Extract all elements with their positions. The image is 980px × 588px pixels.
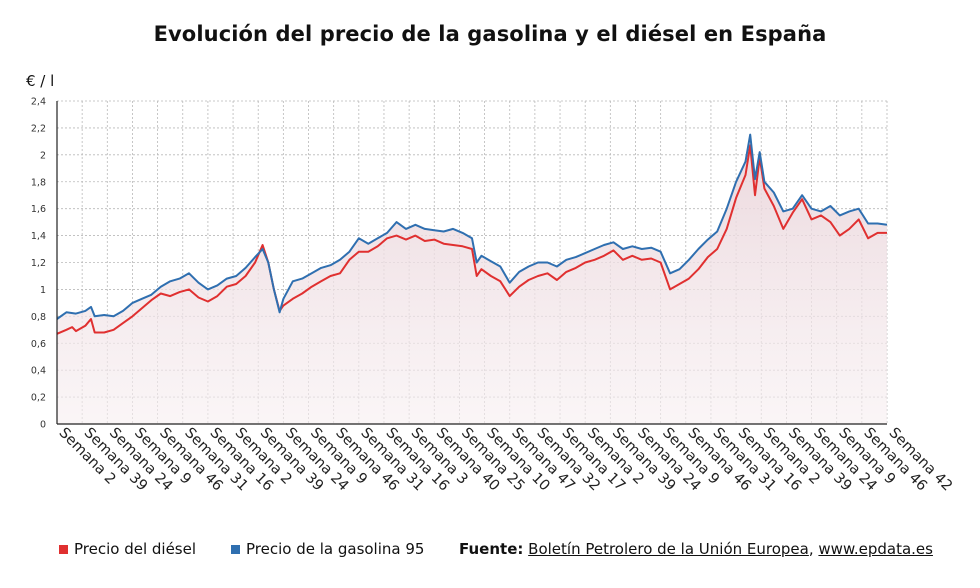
y-tick-label: 2,2	[31, 123, 46, 134]
source-link[interactable]: Boletín Petrolero de la Unión Europea	[528, 540, 809, 558]
area-fill	[57, 134, 887, 424]
series-line-diesel	[56, 144, 887, 335]
legend-item-diesel: Precio del diésel	[59, 540, 196, 558]
source-label: Fuente:	[459, 540, 524, 558]
y-tick-label: 1,8	[31, 177, 46, 188]
series-line-gasoline	[56, 133, 888, 320]
y-tick-label: 2,4	[31, 97, 46, 108]
y-tick-label: 1,6	[31, 204, 46, 215]
y-tick-labels: 0 0,2 0,4 0,6 0,8 1 1,2 1,4 1,6 1,8 2 2,2 2,4	[31, 97, 46, 431]
y-tick-label: 1,4	[31, 231, 46, 242]
y-tick-label: 0,6	[31, 339, 46, 350]
y-tick-label: 0,8	[31, 312, 46, 323]
legend-item-gasoline: Precio de la gasolina 95	[231, 540, 424, 558]
y-tick-label: 2	[40, 150, 46, 161]
y-tick-label: 0	[40, 420, 46, 431]
legend-swatch-gasoline	[231, 544, 240, 554]
legend-label-gasoline: Precio de la gasolina 95	[246, 540, 425, 558]
y-axis-unit-label: € / l	[26, 72, 55, 90]
y-tick-label: 0,2	[31, 393, 46, 404]
legend-label-diesel: Precio del diésel	[74, 540, 197, 558]
axes	[56, 101, 887, 425]
site-link[interactable]: www.epdata.es	[818, 540, 933, 558]
chart-title: Evolución del precio de la gasolina y el…	[153, 22, 827, 46]
y-tick-label: 1,2	[31, 258, 46, 269]
legend-swatch-diesel	[59, 544, 68, 554]
area-under-curve	[57, 134, 887, 424]
source-note: Fuente: Boletín Petrolero de la Unión Eu…	[459, 540, 933, 558]
y-tick-label: 1	[40, 285, 46, 296]
series-lines	[56, 133, 888, 335]
y-tick-label: 0,4	[31, 366, 46, 377]
source-separator: ,	[808, 540, 819, 558]
